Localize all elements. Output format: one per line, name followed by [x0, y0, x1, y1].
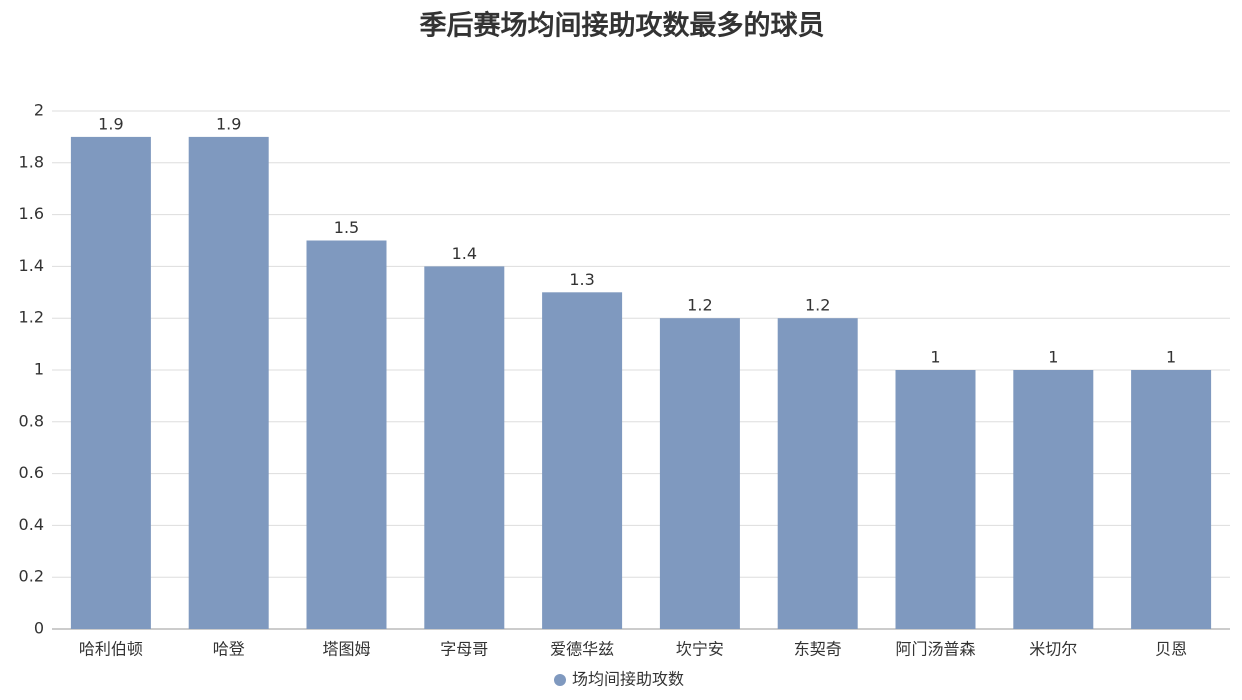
data-label: 1: [1048, 348, 1058, 367]
legend-marker: [554, 674, 566, 686]
data-label: 1.2: [805, 296, 830, 315]
y-tick-label: 1.4: [19, 256, 44, 275]
x-tick-label: 哈利伯顿: [79, 640, 143, 659]
y-tick-label: 0.2: [19, 567, 44, 586]
y-tick-label: 1.8: [19, 152, 44, 171]
y-tick-label: 1: [34, 360, 44, 379]
bar: [188, 136, 269, 629]
x-tick-label: 字母哥: [440, 640, 488, 659]
bar: [1131, 370, 1212, 629]
data-label: 1: [930, 348, 940, 367]
x-tick-label: 阿门汤普森: [895, 640, 975, 659]
bar: [542, 292, 623, 629]
data-label: 1.4: [452, 244, 477, 263]
bar: [70, 136, 151, 629]
bar: [424, 266, 505, 629]
y-tick-label: 0: [34, 619, 44, 638]
y-tick-label: 2: [34, 101, 44, 120]
x-tick-label: 爱德华兹: [550, 640, 614, 659]
y-tick-label: 0.6: [19, 463, 44, 482]
data-label: 1: [1166, 348, 1176, 367]
x-tick-label: 米切尔: [1029, 640, 1077, 659]
data-label: 1.9: [216, 114, 241, 133]
bar: [1013, 370, 1094, 629]
y-tick-label: 1.2: [19, 308, 44, 327]
legend-label: 场均间接助攻数: [572, 670, 684, 689]
x-tick-label: 坎宁安: [676, 640, 724, 659]
x-tick-label: 贝恩: [1155, 640, 1187, 659]
x-tick-label: 东契奇: [794, 640, 842, 659]
data-label: 1.2: [687, 296, 712, 315]
bar: [659, 318, 740, 629]
y-tick-label: 1.6: [19, 204, 44, 223]
bar: [895, 370, 976, 629]
bar: [306, 240, 387, 629]
y-tick-label: 0.8: [19, 411, 44, 430]
x-tick-label: 塔图姆: [322, 640, 370, 659]
data-label: 1.5: [334, 218, 359, 237]
bar: [777, 318, 858, 629]
y-tick-label: 0.4: [19, 515, 44, 534]
chart-title: 季后赛场均间接助攻数最多的球员: [420, 10, 825, 42]
data-label: 1.9: [98, 114, 123, 133]
data-label: 1.3: [569, 270, 594, 289]
x-tick-label: 哈登: [213, 640, 245, 659]
